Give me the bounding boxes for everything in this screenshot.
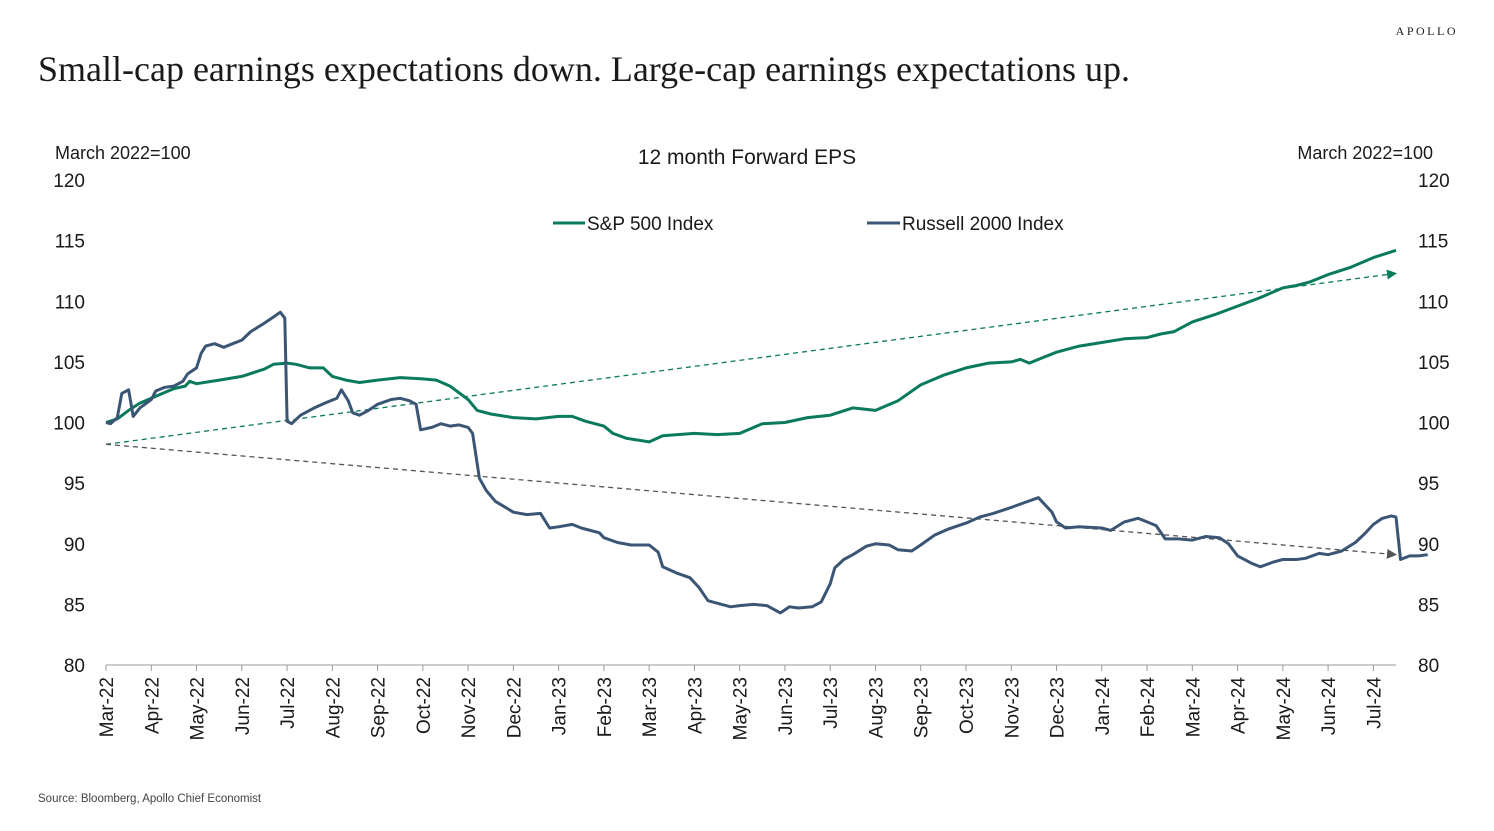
legend-label-russell2000: Russell 2000 Index — [902, 214, 1064, 235]
y-tick-label-right: 95 — [1418, 474, 1439, 495]
x-tick-label: May-23 — [731, 677, 752, 740]
chart-title: 12 month Forward EPS — [638, 146, 856, 169]
trend-lines — [105, 269, 1397, 559]
x-tick-label: Apr-22 — [142, 677, 163, 734]
x-tick-label: Mar-22 — [97, 677, 118, 737]
y-tick-label-right: 105 — [1418, 353, 1450, 374]
y-tick-label-left: 110 — [55, 292, 85, 313]
x-tick-label: Apr-23 — [685, 677, 706, 734]
y-tick-label-left: 80 — [64, 656, 85, 677]
y-tick-label-left: 85 — [64, 595, 85, 616]
y-tick-label-right: 120 — [1418, 171, 1450, 192]
y-tick-label-left: 115 — [55, 232, 85, 253]
x-tick-label: Jan-23 — [550, 677, 571, 735]
x-tick-label: May-22 — [188, 677, 209, 740]
right-axis-unit: March 2022=100 — [1297, 143, 1433, 163]
x-axis: Mar-22 Apr-22 May-22 Jun-22 Jul-22 Aug-22 Sep-… — [97, 664, 1396, 741]
y-tick-label-left: 100 — [53, 414, 85, 435]
x-tick-label: Apr-24 — [1229, 677, 1250, 734]
y-tick-label-right: 100 — [1418, 414, 1450, 435]
y-tick-label-left: 120 — [53, 171, 85, 192]
x-tick-label: Jul-22 — [278, 677, 299, 729]
x-tick-label: Jun-22 — [233, 677, 254, 735]
x-tick-label: Aug-22 — [323, 677, 344, 738]
brand-logo-text: APOLLO — [1395, 24, 1458, 38]
legend: S&P 500 Index Russell 2000 Index — [553, 214, 1064, 235]
series-lines — [105, 248, 1428, 615]
sp500-line — [105, 248, 1397, 444]
y-tick-label-left: 105 — [53, 353, 85, 374]
x-tick-label: Nov-23 — [1002, 677, 1023, 738]
y-tick-label-left: 90 — [64, 535, 85, 556]
x-tick-label: Dec-22 — [504, 677, 525, 738]
x-tick-label: Dec-23 — [1048, 677, 1069, 738]
left-y-axis: 80 85 90 95 100 105 110 115 120 — [53, 171, 85, 677]
x-tick-label: Jul-23 — [821, 677, 842, 729]
y-tick-label-right: 85 — [1418, 595, 1439, 616]
x-tick-label: Nov-22 — [459, 677, 480, 738]
y-tick-label-right: 115 — [1418, 232, 1448, 253]
left-axis-unit: March 2022=100 — [55, 143, 191, 163]
x-tick-label: May-24 — [1274, 677, 1295, 741]
page-title: Small-cap earnings expectations down. La… — [38, 49, 1130, 89]
x-tick-label: Jul-24 — [1364, 677, 1385, 729]
x-tick-label: Sep-23 — [912, 677, 933, 738]
x-tick-label: Feb-23 — [595, 677, 616, 737]
x-tick-label: Jan-24 — [1093, 677, 1114, 736]
x-tick-label: Mar-23 — [640, 677, 661, 737]
x-tick-label: Oct-22 — [414, 677, 435, 734]
trend-line-0 — [105, 269, 1397, 445]
russell2000-line — [105, 310, 1428, 615]
x-tick-label: Sep-22 — [369, 677, 390, 738]
x-tick-label: Aug-23 — [866, 677, 887, 738]
x-tick-label: Mar-24 — [1183, 677, 1204, 738]
source-note: Source: Bloomberg, Apollo Chief Economis… — [38, 793, 262, 805]
x-tick-label: Feb-24 — [1138, 677, 1159, 738]
legend-label-sp500: S&P 500 Index — [587, 214, 714, 235]
x-tick-label: Jun-23 — [776, 677, 797, 735]
x-tick-label: Jun-24 — [1319, 677, 1340, 736]
y-tick-label-right: 110 — [1418, 292, 1448, 313]
y-tick-label-left: 95 — [64, 474, 85, 495]
right-y-axis: 80 85 90 95 100 105 110 115 120 — [1418, 171, 1450, 677]
y-tick-label-right: 90 — [1418, 535, 1439, 556]
x-tick-label: Oct-23 — [957, 677, 978, 734]
y-tick-label-right: 80 — [1418, 656, 1439, 677]
